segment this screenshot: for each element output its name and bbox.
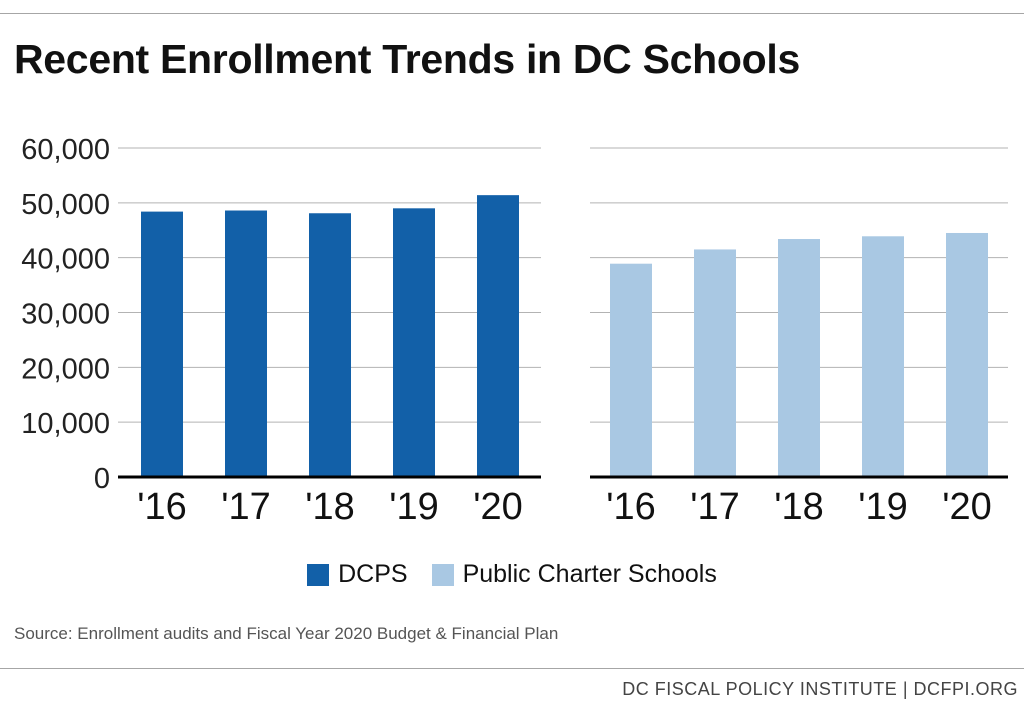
legend-label-charter: Public Charter Schools	[462, 560, 717, 588]
legend: DCPS Public Charter Schools	[0, 560, 1024, 589]
x-tick-label: '18	[305, 486, 355, 528]
chart-title: Recent Enrollment Trends in DC Schools	[14, 36, 800, 82]
legend-item-charter: Public Charter Schools	[431, 560, 717, 589]
x-tick-label: '16	[606, 486, 656, 528]
y-tick-label: 50,000	[21, 189, 110, 221]
y-tick-label: 20,000	[21, 353, 110, 385]
x-tick-label: '16	[137, 486, 187, 528]
bar-0-0	[141, 211, 183, 477]
bar-0-3	[393, 208, 435, 478]
bar-0-2	[309, 213, 351, 478]
bar-1-4	[946, 232, 988, 477]
legend-label-dcps: DCPS	[338, 560, 408, 588]
x-tick-label: '20	[473, 486, 523, 528]
x-tick-label: '19	[389, 486, 439, 528]
x-tick-label: '18	[774, 486, 824, 528]
x-tick-label: '17	[690, 486, 740, 528]
source-note: Source: Enrollment audits and Fiscal Yea…	[14, 624, 559, 643]
bar-1-0	[610, 263, 652, 477]
x-tick-label: '20	[942, 486, 992, 528]
x-tick-label: '19	[858, 486, 908, 528]
top-rule	[0, 13, 1024, 14]
y-tick-label: 10,000	[21, 408, 110, 440]
y-tick-label: 40,000	[21, 244, 110, 276]
legend-swatch-dcps	[307, 563, 330, 586]
legend-swatch-charter	[431, 563, 454, 586]
bar-1-3	[862, 236, 904, 477]
x-tick-label: '17	[221, 486, 271, 528]
bar-1-2	[778, 239, 820, 477]
bar-1-1	[694, 249, 736, 477]
bar-0-4	[477, 195, 519, 477]
bar-0-1	[225, 210, 267, 477]
legend-item-dcps: DCPS	[307, 560, 408, 589]
y-tick-label: 0	[94, 463, 110, 495]
y-tick-label: 30,000	[21, 299, 110, 331]
bottom-rule	[0, 668, 1024, 669]
footer-credit: DC FISCAL POLICY INSTITUTE | DCFPI.ORG	[622, 679, 1018, 699]
y-tick-label: 60,000	[21, 134, 110, 166]
